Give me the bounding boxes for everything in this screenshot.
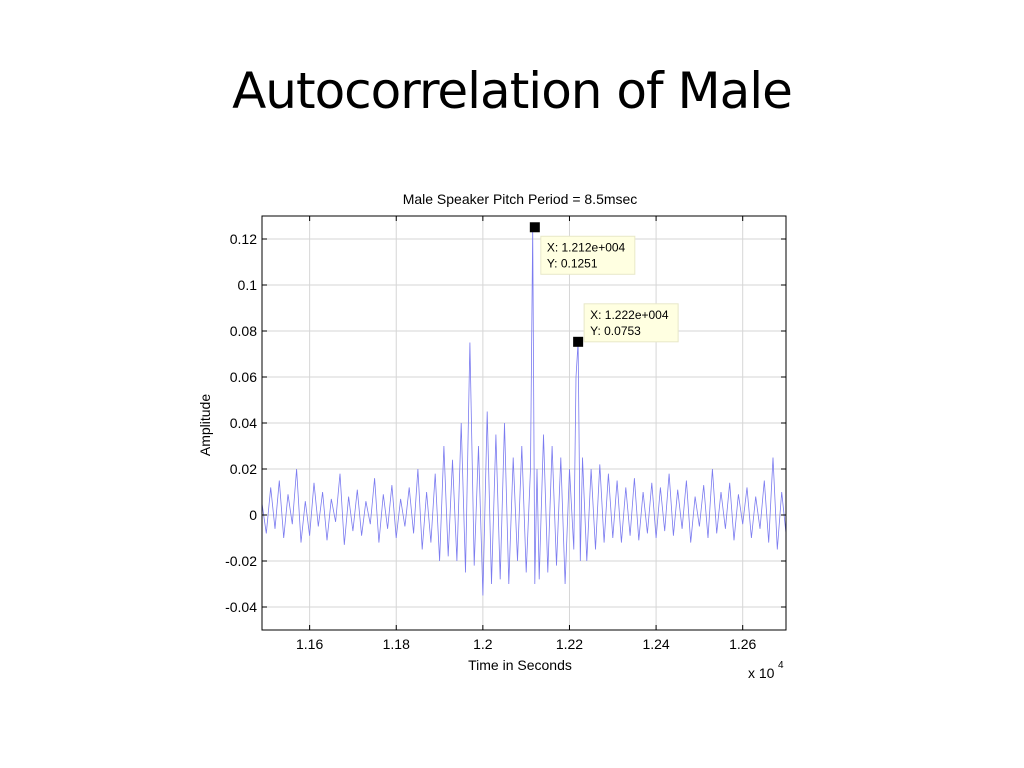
annotation-layer: X: 1.212e+004 Y: 0.1251 X: 1.222e+004 Y: 0.… (529, 222, 679, 347)
datatip-x-value: X: 1.212e+004 (547, 240, 626, 254)
grid (262, 216, 786, 630)
y-tick-label: -0.02 (225, 553, 257, 569)
datatip-x-value: X: 1.222e+004 (590, 308, 669, 322)
datatip-box (540, 235, 636, 275)
x-tick-label: 1.2 (473, 636, 493, 652)
x-axis-label: Time in Seconds (468, 657, 572, 673)
datatip-y-value: Y: 0.1251 (547, 256, 598, 270)
y-tick-label: 0.04 (230, 415, 257, 431)
x-tick-label: 1.22 (556, 636, 583, 652)
y-tick-label: 0 (249, 507, 257, 523)
signal-line (261, 227, 787, 596)
y-tick-label: 0.08 (230, 323, 257, 339)
chart-title: Male Speaker Pitch Period = 8.5msec (403, 191, 638, 207)
y-tick-label: 0.02 (230, 461, 257, 477)
x-tick-label: 1.18 (383, 636, 410, 652)
x-multiplier-exponent: 4 (778, 660, 784, 671)
slide-title: Autocorrelation of Male (232, 62, 793, 120)
x-tick-label: 1.24 (642, 636, 669, 652)
datatip-marker (573, 336, 584, 347)
y-tick-label: 0.1 (238, 277, 258, 293)
y-tick-label: 0.12 (230, 231, 257, 247)
series-layer (261, 227, 787, 596)
y-tick-label: 0.06 (230, 369, 257, 385)
datatip-box (583, 303, 679, 343)
y-tick-label: -0.04 (225, 599, 257, 615)
x-tick-label: 1.26 (729, 636, 756, 652)
x-tick-label: 1.16 (296, 636, 323, 652)
y-axis-label: Amplitude (197, 394, 213, 456)
x-multiplier-label: x 10 (748, 665, 775, 681)
datatip-marker (529, 222, 540, 233)
tick-layer: 1.16 1.18 1.2 1.22 1.24 1.26 -0.04 -0.02 0 0.02 0.… (225, 216, 786, 652)
datatip-y-value: Y: 0.0753 (590, 324, 641, 338)
